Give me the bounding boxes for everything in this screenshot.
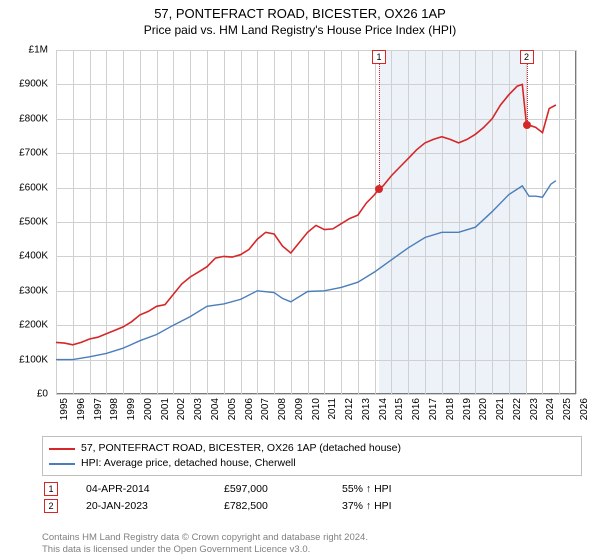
x-tick-label: 2023	[529, 398, 540, 420]
sale-marker-1: 1	[44, 482, 58, 496]
x-tick-label: 2007	[260, 398, 271, 420]
y-tick-label: £100K	[19, 354, 48, 365]
x-tick-label: 2006	[244, 398, 255, 420]
legend-box: 57, PONTEFRACT ROAD, BICESTER, OX26 1AP …	[42, 436, 582, 476]
footer: Contains HM Land Registry data © Crown c…	[42, 532, 368, 556]
y-tick-label: £900K	[19, 79, 48, 90]
legend-swatch-property	[49, 448, 75, 450]
legend-item-property: 57, PONTEFRACT ROAD, BICESTER, OX26 1AP …	[49, 441, 575, 456]
x-tick-label: 1997	[93, 398, 104, 420]
chart-marker-1: 1	[372, 50, 386, 64]
y-tick-label: £200K	[19, 320, 48, 331]
page-subtitle: Price paid vs. HM Land Registry's House …	[0, 23, 600, 37]
footer-line-2: This data is licensed under the Open Gov…	[42, 544, 368, 556]
x-tick-label: 2015	[394, 398, 405, 420]
x-tick-label: 2017	[428, 398, 439, 420]
legend-swatch-hpi	[49, 463, 75, 465]
y-tick-label: £300K	[19, 285, 48, 296]
x-tick-label: 2014	[378, 398, 389, 420]
legend-area: 57, PONTEFRACT ROAD, BICESTER, OX26 1AP …	[42, 436, 582, 514]
x-tick-label: 2018	[445, 398, 456, 420]
chart-marker-dot-2	[523, 121, 531, 129]
chart-area: 12 £0£100K£200K£300K£400K£500K£600K£700K…	[56, 50, 576, 394]
sale-pct-2: 37% ↑ HPI	[342, 500, 432, 512]
line-series	[56, 50, 576, 394]
x-tick-label: 1996	[76, 398, 87, 420]
x-tick-label: 2019	[462, 398, 473, 420]
legend-label-property: 57, PONTEFRACT ROAD, BICESTER, OX26 1AP …	[81, 441, 401, 456]
x-tick-label: 2004	[210, 398, 221, 420]
x-tick-label: 2003	[193, 398, 204, 420]
x-tick-label: 1998	[109, 398, 120, 420]
y-tick-label: £400K	[19, 251, 48, 262]
sale-date-1: 04-APR-2014	[86, 483, 196, 495]
x-tick-label: 2009	[294, 398, 305, 420]
sale-price-2: £782,500	[224, 500, 314, 512]
footer-line-1: Contains HM Land Registry data © Crown c…	[42, 532, 368, 544]
x-tick-label: 2025	[562, 398, 573, 420]
sale-pct-1: 55% ↑ HPI	[342, 483, 432, 495]
x-tick-label: 2016	[411, 398, 422, 420]
y-tick-label: £700K	[19, 148, 48, 159]
x-tick-label: 2010	[311, 398, 322, 420]
sale-price-1: £597,000	[224, 483, 314, 495]
y-tick-label: £0	[37, 389, 48, 400]
sale-row-1: 1 04-APR-2014 £597,000 55% ↑ HPI	[44, 482, 582, 496]
x-tick-label: 2020	[478, 398, 489, 420]
sale-row-2: 2 20-JAN-2023 £782,500 37% ↑ HPI	[44, 499, 582, 513]
title-block: 57, PONTEFRACT ROAD, BICESTER, OX26 1AP …	[0, 0, 600, 37]
sale-marker-2: 2	[44, 499, 58, 513]
page-title: 57, PONTEFRACT ROAD, BICESTER, OX26 1AP	[0, 6, 600, 21]
x-tick-label: 2008	[277, 398, 288, 420]
chart-marker-2: 2	[520, 50, 534, 64]
x-tick-label: 2012	[344, 398, 355, 420]
x-tick-label: 1995	[59, 398, 70, 420]
x-tick-label: 2021	[495, 398, 506, 420]
x-tick-label: 2000	[143, 398, 154, 420]
chart-container: 57, PONTEFRACT ROAD, BICESTER, OX26 1AP …	[0, 0, 600, 560]
series-property	[56, 84, 556, 344]
y-tick-label: £600K	[19, 182, 48, 193]
sale-date-2: 20-JAN-2023	[86, 500, 196, 512]
x-tick-label: 1999	[126, 398, 137, 420]
x-tick-label: 2005	[227, 398, 238, 420]
x-tick-label: 2001	[160, 398, 171, 420]
x-tick-label: 2024	[545, 398, 556, 420]
x-tick-label: 2026	[579, 398, 590, 420]
x-tick-label: 2011	[327, 398, 338, 420]
legend-label-hpi: HPI: Average price, detached house, Cher…	[81, 456, 296, 471]
series-hpi	[56, 181, 556, 360]
chart-marker-dot-1	[375, 185, 383, 193]
y-tick-label: £1M	[29, 45, 48, 56]
y-tick-label: £800K	[19, 113, 48, 124]
x-tick-label: 2013	[361, 398, 372, 420]
x-tick-label: 2002	[176, 398, 187, 420]
x-tick-label: 2022	[512, 398, 523, 420]
legend-item-hpi: HPI: Average price, detached house, Cher…	[49, 456, 575, 471]
y-tick-label: £500K	[19, 217, 48, 228]
